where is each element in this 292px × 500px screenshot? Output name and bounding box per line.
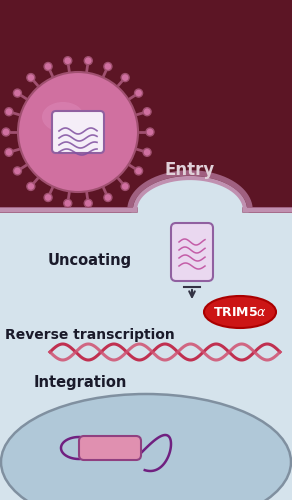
Circle shape [84, 200, 92, 207]
Text: TRIM5$\alpha$: TRIM5$\alpha$ [213, 306, 267, 318]
Circle shape [64, 200, 72, 207]
Text: Reverse transcription: Reverse transcription [5, 328, 175, 342]
Text: Integration: Integration [33, 374, 127, 390]
Circle shape [84, 56, 92, 64]
Circle shape [146, 128, 154, 136]
Circle shape [27, 182, 35, 190]
Circle shape [13, 89, 21, 97]
Circle shape [13, 167, 21, 175]
Ellipse shape [42, 102, 84, 132]
Circle shape [104, 194, 112, 202]
Circle shape [121, 74, 129, 82]
Circle shape [121, 182, 129, 190]
Circle shape [2, 128, 10, 136]
Ellipse shape [1, 394, 291, 500]
Circle shape [44, 62, 52, 70]
Circle shape [44, 194, 52, 202]
Text: Entry: Entry [165, 161, 215, 179]
Circle shape [143, 108, 151, 116]
FancyBboxPatch shape [171, 223, 213, 281]
Circle shape [27, 74, 35, 82]
Circle shape [135, 89, 142, 97]
Circle shape [143, 148, 151, 156]
Circle shape [5, 148, 13, 156]
Circle shape [5, 108, 13, 116]
Circle shape [104, 62, 112, 70]
FancyBboxPatch shape [79, 436, 141, 460]
Text: Uncoating: Uncoating [48, 252, 132, 268]
Bar [0, 210, 292, 500]
Circle shape [64, 56, 72, 64]
Polygon shape [0, 178, 292, 500]
Circle shape [135, 167, 142, 175]
FancyBboxPatch shape [52, 111, 104, 153]
Circle shape [18, 72, 138, 192]
Ellipse shape [204, 296, 276, 328]
